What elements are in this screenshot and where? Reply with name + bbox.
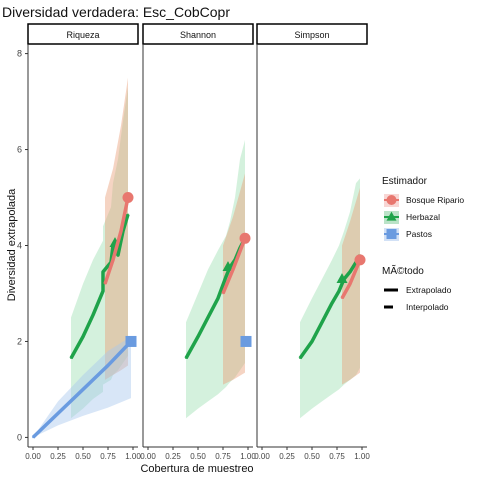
data-point: [120, 230, 122, 232]
facet-strip-label: Shannon: [180, 30, 216, 40]
data-point: [311, 340, 313, 343]
x-tick-label: 1.00: [240, 452, 256, 461]
legend-key-marker: [386, 229, 397, 239]
x-tick-label: 0.00: [254, 452, 270, 461]
x-tick-label: 0.50: [190, 452, 206, 461]
legend-key-marker: [386, 195, 397, 205]
x-axis-title: Cobertura de muestreo: [140, 463, 253, 475]
legend-label: Herbazal: [406, 212, 440, 222]
facet-strip-label: Simpson: [294, 30, 329, 40]
data-point: [217, 297, 219, 300]
series-marker: [125, 335, 137, 347]
confidence-ribbon: [223, 173, 245, 385]
data-point: [92, 314, 94, 316]
data-point: [207, 316, 209, 319]
facet-strip: [142, 23, 254, 45]
series-line: [103, 197, 130, 285]
data-point: [222, 292, 224, 295]
data-point: [299, 357, 301, 360]
facet-panels: Riqueza 0.00 0.25 0.50 0.75 1.00 Shannon 0.00 0.…: [17, 23, 370, 461]
x-tick-label: 0.00: [25, 452, 41, 461]
y-tick-label: 0: [17, 432, 22, 442]
confidence-ribbon: [186, 139, 245, 419]
data-point: [338, 290, 340, 292]
confidence-ribbon: [105, 77, 128, 380]
data-point: [225, 275, 227, 278]
series-marker: [239, 232, 251, 244]
series-marker: [122, 192, 134, 204]
confidence-ribbon: [342, 187, 360, 385]
confidence-ribbon: [300, 178, 360, 419]
y-tick-label: 4: [17, 241, 22, 251]
data-point: [349, 271, 351, 273]
legend-key-marker: [386, 211, 397, 221]
series-line: [69, 213, 130, 360]
x-tick-label: 1.00: [354, 452, 370, 461]
data-point: [232, 268, 234, 271]
data-point: [341, 297, 343, 300]
legend-label: Extrapolado: [406, 285, 452, 295]
data-point: [102, 271, 104, 273]
data-point: [107, 364, 109, 367]
series-marker: [240, 335, 252, 347]
data-point: [82, 388, 84, 391]
facet-strip-label: Riqueza: [66, 30, 99, 40]
x-tick-label: 0.25: [279, 452, 295, 461]
data-point: [117, 254, 119, 256]
legend: Estimador Bosque Ripario Herbazal Pastos MÃ©…: [382, 176, 464, 312]
facet-panel-simpson: Simpson 0.00 0.25 0.50 0.75 1.00: [254, 23, 370, 461]
series-marker: [222, 261, 234, 272]
series-marker: [336, 273, 348, 284]
data-point: [197, 335, 199, 338]
series-marker: [354, 254, 366, 266]
y-axis-title: Diversidad extrapolada: [6, 188, 18, 301]
x-tick-label: 1.00: [125, 452, 141, 461]
x-tick-label: 0.75: [329, 452, 345, 461]
data-point: [102, 290, 104, 292]
chart-title: Diversidad verdadera: Esc_CobCopr: [2, 4, 230, 20]
data-point: [32, 436, 34, 439]
y-tick-label: 8: [17, 49, 22, 59]
legend-title-metodo: MÃ©todo: [382, 264, 424, 277]
data-point: [321, 321, 323, 324]
data-point: [185, 357, 187, 360]
x-tick-label: 0.00: [140, 452, 156, 461]
legend-label: Bosque Ripario: [406, 195, 464, 205]
x-tick-label: 0.25: [50, 452, 66, 461]
x-tick-label: 0.50: [75, 452, 91, 461]
x-tick-label: 0.75: [215, 452, 231, 461]
legend-label: Interpolado: [406, 302, 449, 312]
facet-strip: [27, 23, 139, 45]
x-tick-label: 0.75: [100, 452, 116, 461]
facet-panel-shannon: Shannon 0.00 0.25 0.50 0.75 1.00: [140, 23, 256, 461]
legend-label: Pastos: [406, 229, 432, 239]
legend-title-estimador: Estimador: [382, 176, 428, 187]
data-point: [127, 213, 129, 216]
facet-strip: [256, 23, 368, 45]
x-tick-label: 0.25: [165, 452, 181, 461]
x-tick-label: 0.50: [304, 452, 320, 461]
y-tick-label: 2: [17, 336, 22, 346]
data-point: [104, 283, 106, 285]
facet-panel-riqueza: Riqueza 0.00 0.25 0.50 0.75 1.00: [25, 23, 141, 461]
data-point: [112, 259, 114, 261]
data-point: [70, 357, 72, 360]
data-point: [57, 412, 59, 415]
data-point: [82, 335, 84, 338]
data-point: [331, 302, 333, 304]
data-point: [349, 283, 351, 285]
y-tick-label: 6: [17, 145, 22, 155]
